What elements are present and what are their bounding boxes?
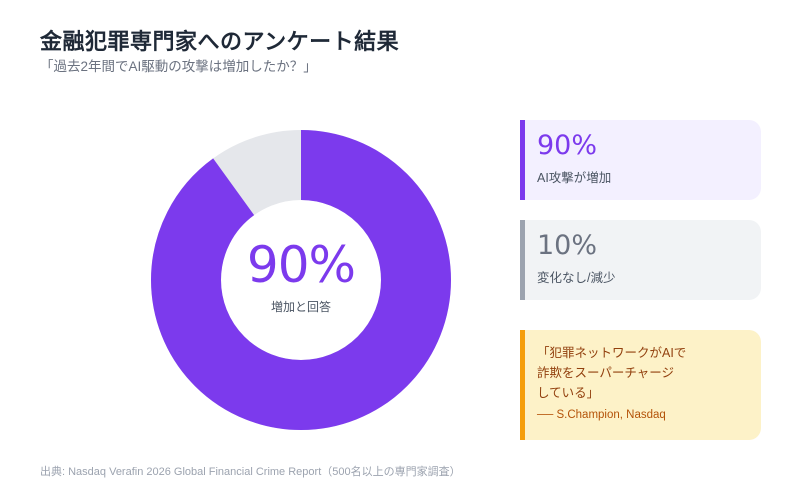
page-title: 金融犯罪専門家へのアンケート結果	[40, 29, 400, 54]
stat-label: AI攻撃が増加	[537, 171, 612, 185]
donut-center-label: 90% 増加と回答	[221, 200, 381, 360]
stat-value: 90%	[537, 130, 598, 161]
quote-card: 「犯罪ネットワークがAIで 詐欺をスーパーチャージ している」 ── S.Cha…	[520, 330, 761, 440]
donut-segment-increase	[151, 130, 451, 430]
quote-author: ── S.Champion, Nasdaq	[537, 409, 666, 421]
stat-label: 変化なし/減少	[537, 271, 616, 285]
stat-card-no-change: 10% 変化なし/減少	[520, 220, 761, 300]
donut-center-caption: 増加と回答	[270, 299, 331, 314]
stat-card-increase: 90% AI攻撃が増加	[520, 120, 761, 200]
quote-text: 「犯罪ネットワークがAIで 詐欺をスーパーチャージ している」	[537, 346, 687, 400]
stat-value: 10%	[537, 230, 598, 261]
source-citation: 出典: Nasdaq Verafin 2026 Global Financial…	[40, 466, 461, 478]
donut-center-value: 90%	[246, 235, 356, 294]
page-subtitle: 「過去2年間でAI駆動の攻撃は増加したか？」	[40, 59, 317, 74]
donut-chart	[151, 130, 451, 430]
